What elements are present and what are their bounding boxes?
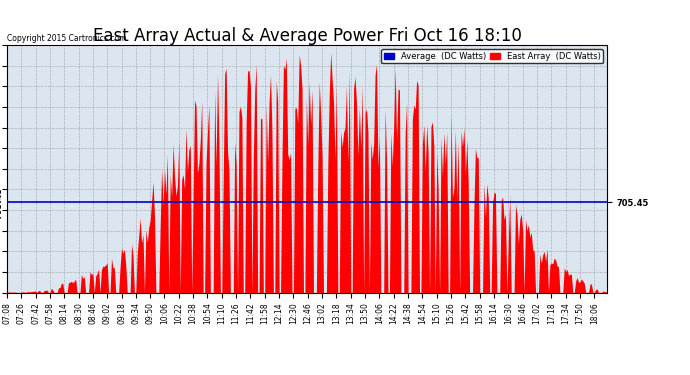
Legend: Average  (DC Watts), East Array  (DC Watts): Average (DC Watts), East Array (DC Watts… [382, 49, 603, 63]
Text: 705.45: 705.45 [0, 186, 4, 219]
Text: Copyright 2015 Cartronics.com: Copyright 2015 Cartronics.com [7, 34, 126, 43]
Title: East Array Actual & Average Power Fri Oct 16 18:10: East Array Actual & Average Power Fri Oc… [92, 27, 522, 45]
